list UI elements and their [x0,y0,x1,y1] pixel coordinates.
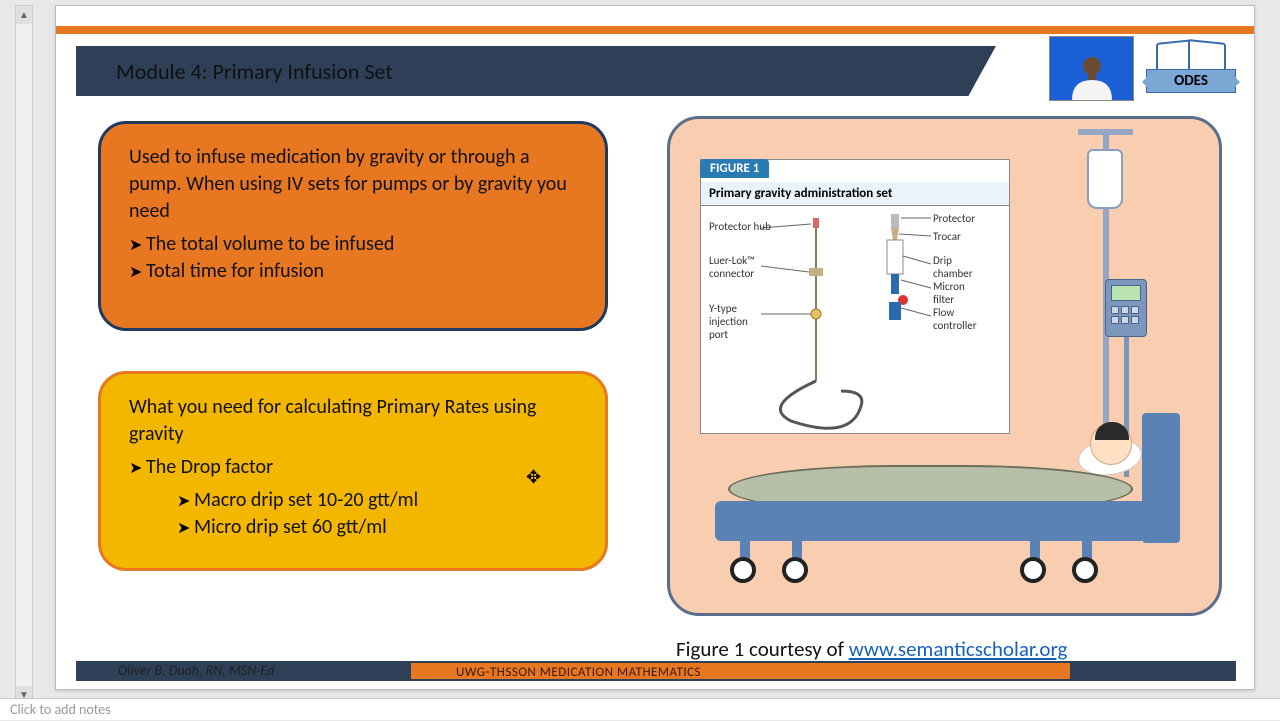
orange-bullet-2: Total time for infusion [129,258,577,285]
figure-1-box: FIGURE 1 Primary gravity administration … [700,159,1010,434]
label-protector-hub: Protector hub [709,220,771,233]
orange-box-intro: Used to infuse medication by gravity or … [129,144,577,225]
iv-bag-icon [1087,149,1123,209]
vertical-scrollbar[interactable]: ▲ ▼ [15,5,33,705]
caption-prefix: Figure 1 courtesy of [676,636,849,662]
module-title: Module 4: Primary Infusion Set [116,58,393,85]
label-y-port: Y-type injection port [709,302,769,341]
presenter-video-thumbnail [1049,36,1134,101]
top-accent-bar [56,26,1254,34]
figure-diagram: Protector hub Luer-Lok™ connector Y-type… [701,206,1009,434]
yellow-box-intro: What you need for calculating Primary Ra… [129,394,577,448]
label-protector: Protector [933,212,975,225]
label-luer-lok: Luer-Lok™ connector [709,254,769,280]
odes-logo: ODES [1146,41,1236,93]
yellow-bullet-1: The Drop factor [129,454,577,481]
scroll-up-icon[interactable]: ▲ [16,6,32,24]
figure-caption: Figure 1 courtesy of www.semanticscholar… [676,636,1067,662]
book-icon [1156,41,1226,71]
patient-head-icon [1090,423,1132,465]
person-icon [1066,52,1118,100]
notes-placeholder[interactable]: Click to add notes [0,698,1280,720]
illustration-panel: FIGURE 1 Primary gravity administration … [667,116,1222,616]
hospital-bed-illustration [700,418,1180,583]
footer-course: UWG-THSSON MEDICATION MATHEMATICS [456,665,701,680]
figure-title: Primary gravity administration set [701,182,1009,206]
slide-canvas: Module 4: Primary Infusion Set ODES Used… [55,5,1255,690]
footer-author: Oliver B. Duah, RN, MSN-Ed [118,662,274,679]
caption-link[interactable]: www.semanticscholar.org [849,636,1068,662]
label-trocar: Trocar [933,230,961,243]
yellow-sub-1: Macro drip set 10-20 gtt/ml [177,487,577,514]
infusion-pump-icon [1105,279,1147,337]
info-box-calc: What you need for calculating Primary Ra… [98,371,608,571]
label-flow-controller: Flow controller [933,306,988,332]
label-drip-chamber: Drip chamber [933,254,988,280]
label-micron-filter: Micron filter [933,280,983,306]
figure-tab: FIGURE 1 [700,159,769,178]
yellow-sub-2: Micro drip set 60 gtt/ml [177,514,577,541]
orange-bullet-1: The total volume to be infused [129,231,577,258]
info-box-usage: Used to infuse medication by gravity or … [98,121,608,331]
logo-text: ODES [1146,69,1236,93]
